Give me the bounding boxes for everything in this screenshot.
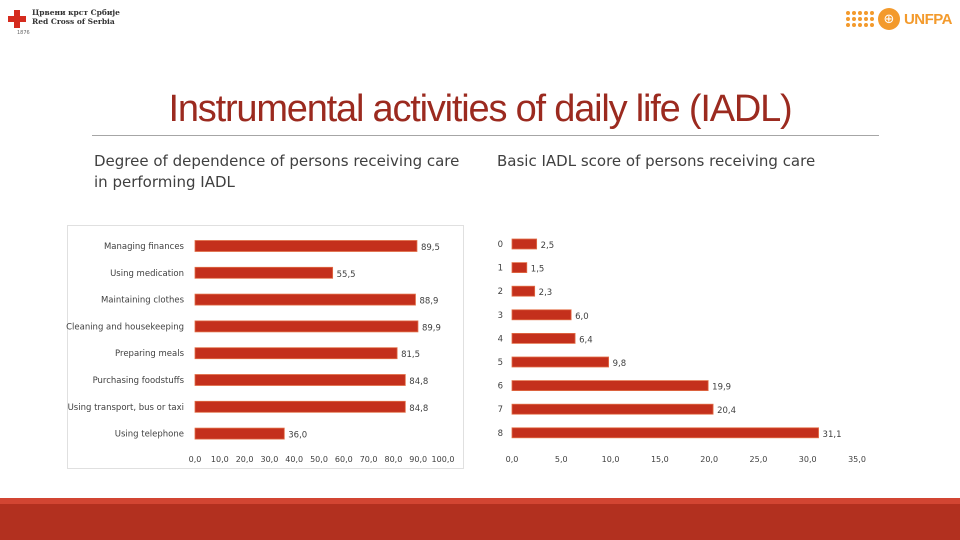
- left-tick-label: 10,0: [211, 455, 229, 464]
- footer-band: [0, 498, 960, 540]
- right-bar: [511, 403, 714, 415]
- right-bar: [511, 285, 536, 297]
- left-chart-frame: [67, 225, 464, 469]
- right-bar: [511, 238, 538, 250]
- right-tick-label: 0,0: [506, 455, 519, 464]
- right-bar: [511, 332, 576, 344]
- left-bar: [194, 320, 419, 333]
- right-bar: [511, 262, 528, 274]
- left-category-label: Preparing meals: [115, 349, 185, 359]
- logo-line-english: Red Cross of Serbia: [32, 17, 115, 26]
- footer-highlight: [0, 498, 960, 504]
- right-category-label: 1: [498, 264, 503, 274]
- right-category-label: 7: [498, 405, 503, 415]
- right-bar: [511, 427, 819, 439]
- left-category-label: Using transport, bus or taxi: [68, 403, 184, 413]
- right-bar: [511, 356, 609, 368]
- right-tick-label: 35,0: [848, 455, 866, 464]
- right-category-label: 2: [498, 287, 503, 297]
- red-cross-logo: Црвени крст Србије Red Cross of Serbia: [8, 8, 120, 28]
- right-value-label: 2,5: [541, 241, 555, 251]
- dots-icon: [845, 11, 874, 27]
- right-chart-subtitle: Basic IADL score of persons receiving ca…: [497, 152, 816, 170]
- unfpa-logo: ⊕ UNFPA: [845, 8, 953, 30]
- left-value-label: 84,8: [409, 404, 428, 414]
- unfpa-wordmark: UNFPA: [903, 10, 953, 28]
- left-bar: [194, 400, 406, 413]
- left-category-label: Managing finances: [104, 242, 185, 252]
- right-value-label: 6,0: [575, 312, 589, 322]
- left-tick-label: 70,0: [360, 455, 378, 464]
- right-tick-label: 10,0: [602, 455, 620, 464]
- globe-icon: ⊕: [877, 8, 900, 30]
- left-value-label: 84,8: [409, 377, 428, 387]
- red-cross-icon: [8, 10, 26, 28]
- logo-year: 1876: [17, 30, 30, 36]
- left-tick-label: 20,0: [236, 455, 254, 464]
- left-bar: [194, 347, 398, 360]
- left-tick-label: 90,0: [409, 455, 427, 464]
- right-tick-label: 5,0: [555, 455, 568, 464]
- left-tick-label: 30,0: [260, 455, 278, 464]
- right-value-label: 1,5: [531, 265, 545, 275]
- left-tick-label: 40,0: [285, 455, 303, 464]
- left-value-label: 88,9: [419, 297, 438, 307]
- left-category-label: Purchasing foodstuffs: [93, 376, 185, 386]
- left-bar: [194, 240, 418, 252]
- right-bar: [511, 380, 709, 392]
- right-value-label: 20,4: [717, 406, 736, 416]
- right-bar: [511, 309, 572, 321]
- title-divider: [92, 135, 879, 136]
- left-tick-label: 100,0: [432, 455, 455, 464]
- left-value-label: 36,0: [288, 431, 307, 441]
- right-tick-label: 25,0: [750, 455, 768, 464]
- right-value-label: 9,8: [613, 359, 627, 369]
- right-category-label: 5: [498, 358, 503, 368]
- right-category-label: 6: [498, 382, 503, 392]
- left-value-label: 89,9: [422, 323, 441, 333]
- left-value-label: 55,5: [337, 270, 356, 280]
- left-category-label: Maintaining clothes: [101, 296, 185, 306]
- left-bar: [194, 427, 285, 440]
- logo-line-serbian: Црвени крст Србије: [32, 8, 120, 17]
- right-value-label: 19,9: [712, 383, 731, 393]
- right-category-label: 4: [498, 334, 503, 344]
- right-value-label: 2,3: [539, 288, 553, 298]
- left-chart-subtitle: Degree of dependence of persons receivin…: [94, 152, 460, 191]
- left-category-label: Using medication: [110, 269, 184, 279]
- right-category-label: 0: [498, 240, 503, 250]
- left-tick-label: 60,0: [335, 455, 353, 464]
- left-tick-label: 50,0: [310, 455, 328, 464]
- page-title: Instrumental activities of daily life (I…: [168, 88, 793, 130]
- left-bar: [194, 266, 334, 279]
- left-tick-label: 0,0: [189, 455, 202, 464]
- right-category-label: 3: [498, 311, 503, 321]
- left-category-label: Using telephone: [115, 430, 184, 440]
- left-bar: [194, 374, 406, 386]
- left-value-label: 89,5: [421, 243, 440, 253]
- right-tick-label: 15,0: [651, 455, 669, 464]
- right-tick-label: 30,0: [799, 455, 817, 464]
- left-tick-label: 80,0: [384, 455, 402, 464]
- right-value-label: 6,4: [579, 335, 593, 345]
- right-value-label: 31,1: [823, 430, 842, 440]
- left-bar: [194, 293, 416, 306]
- left-value-label: 81,5: [401, 350, 420, 360]
- right-category-label: 8: [498, 429, 503, 439]
- right-tick-label: 20,0: [700, 455, 718, 464]
- left-category-label: Cleaning and housekeeping: [66, 322, 184, 332]
